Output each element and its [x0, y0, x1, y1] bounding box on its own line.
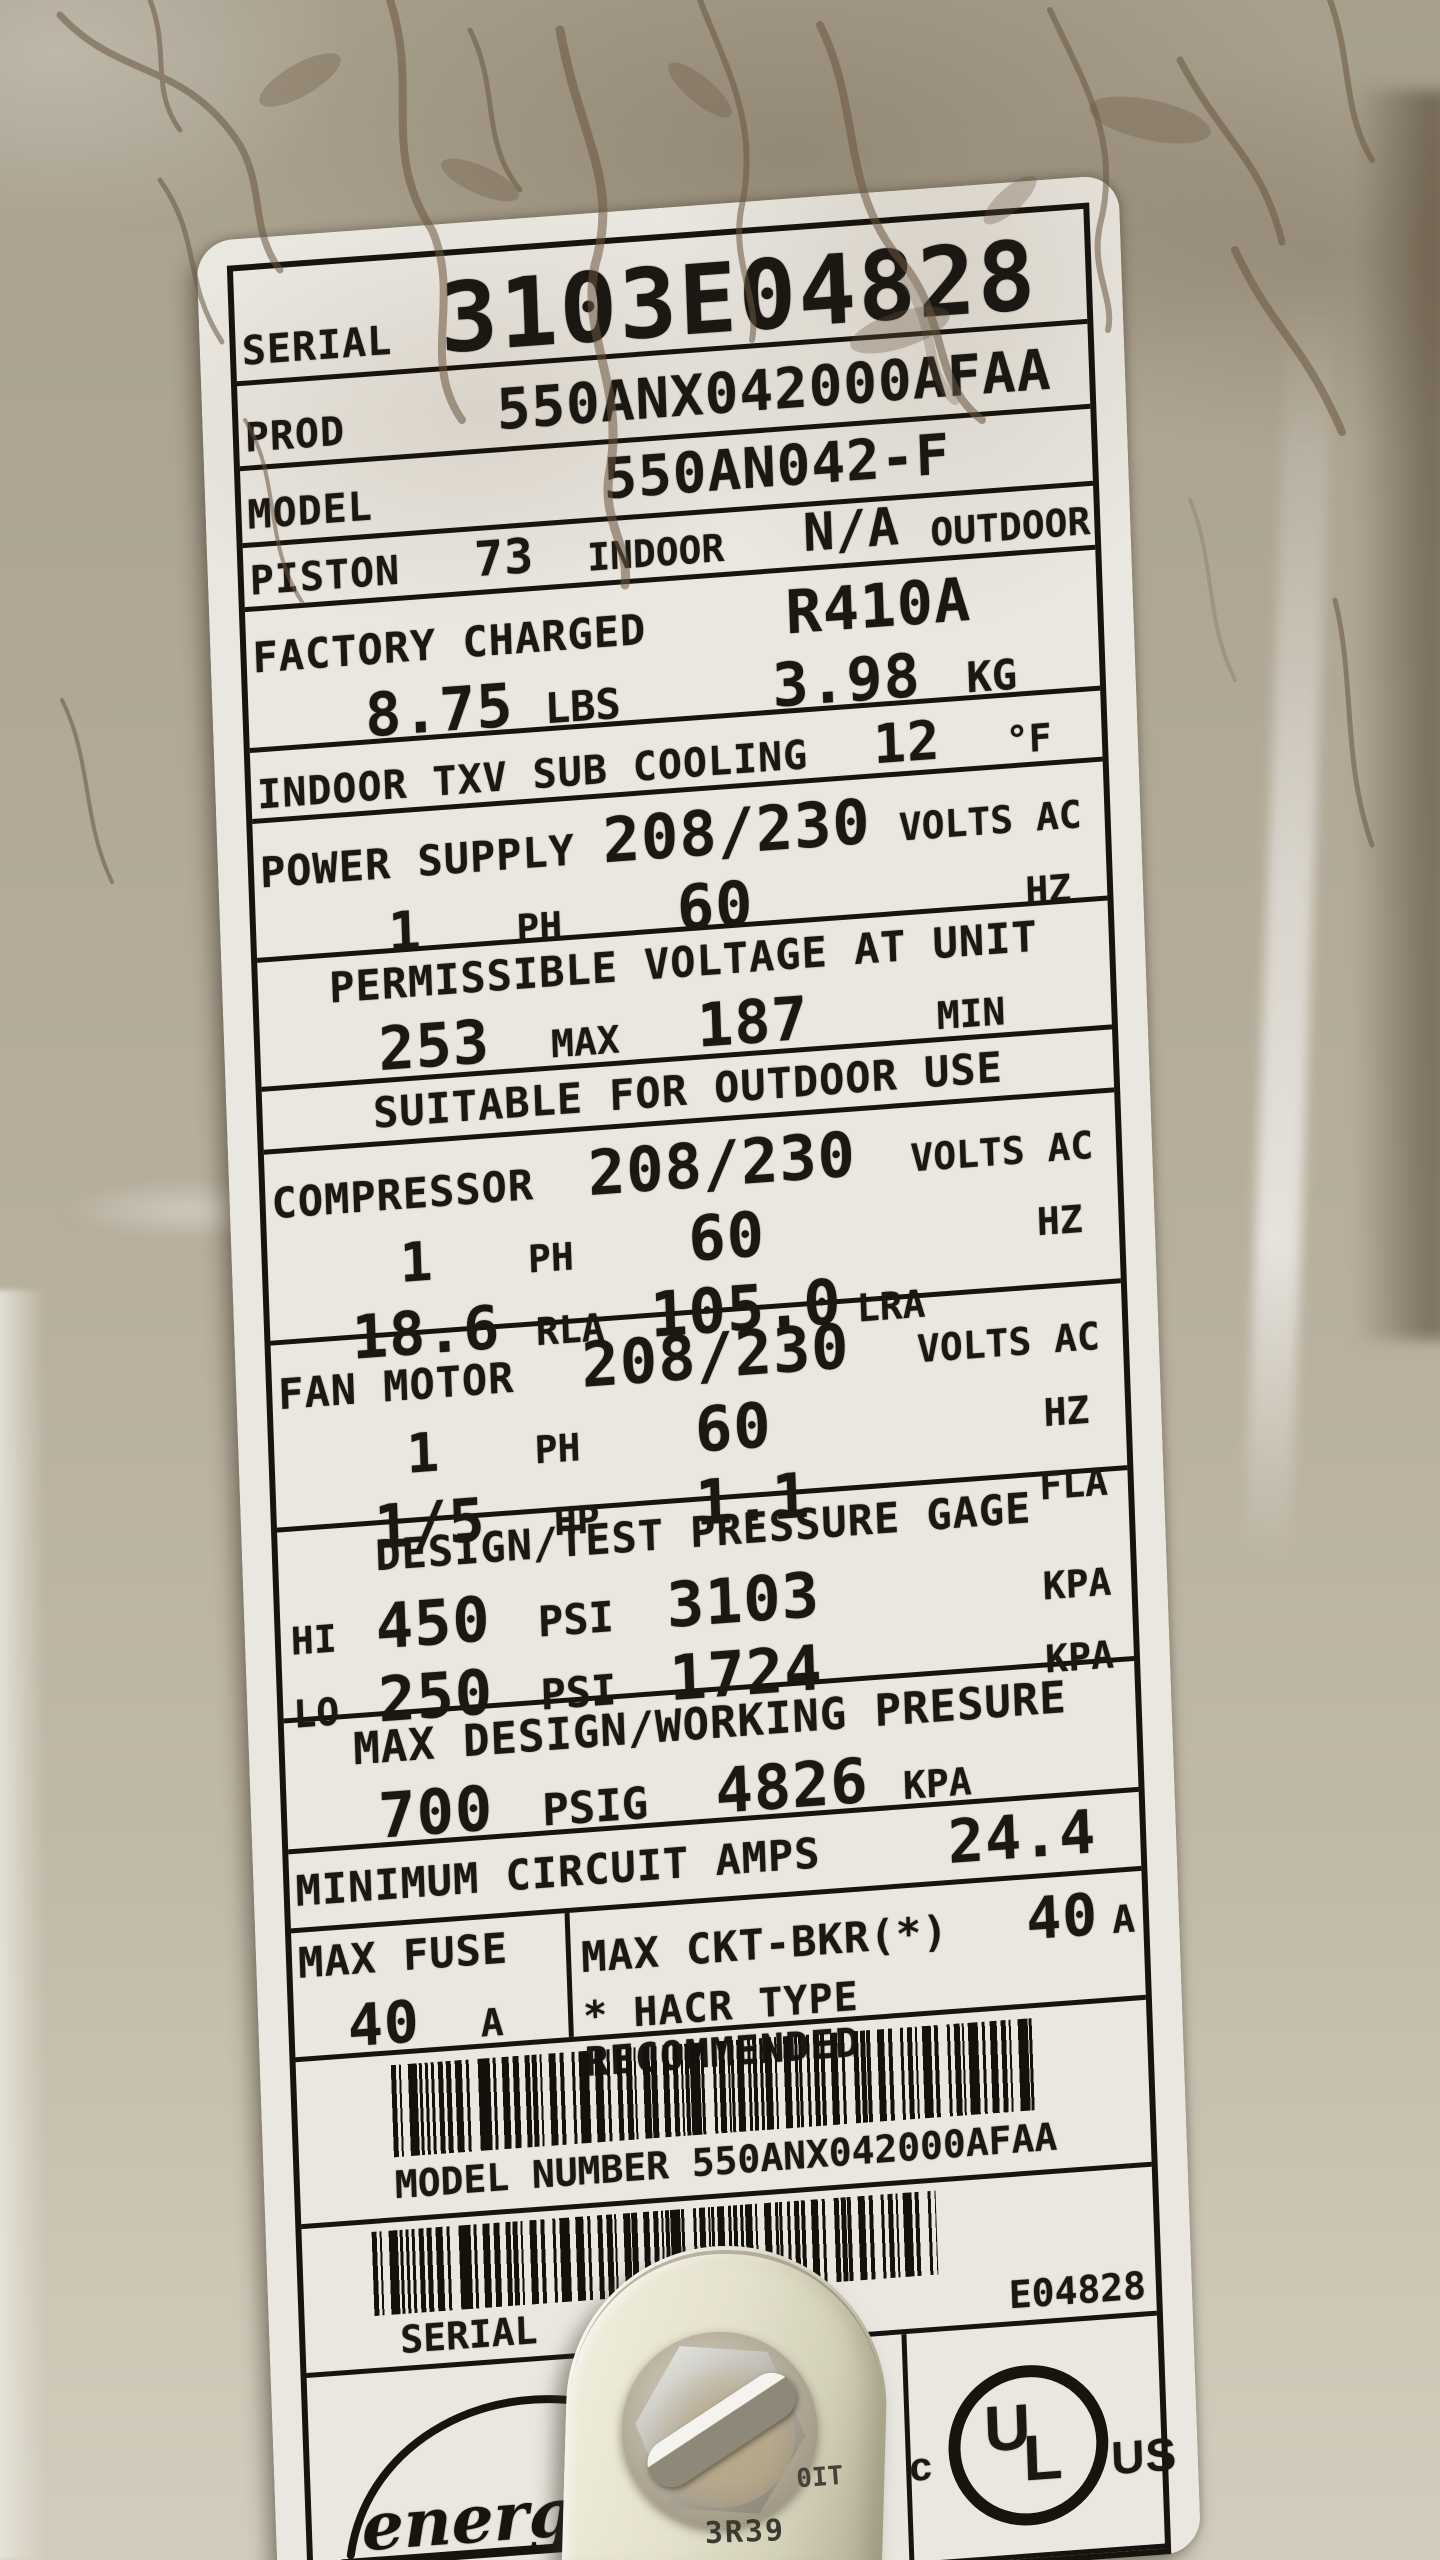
pressure-hi-label: HI [290, 1616, 338, 1664]
max-fuse-label: MAX FUSE [297, 1923, 509, 1988]
serial-barcode-caption-left: SERIAL [399, 2308, 539, 2363]
fan-motor-phase-unit: PH [533, 1425, 582, 1473]
power-supply-volts-unit: VOLTS AC [898, 792, 1083, 850]
piston-label: PISTON [249, 547, 401, 605]
subcooling-unit: °F [1005, 715, 1053, 763]
serial-label: SERIAL [241, 317, 393, 375]
piston-outdoor-label: OUTDOOR [929, 499, 1092, 555]
ul-listed-logo: U L [946, 2359, 1112, 2532]
nameplate-sticker: SERIAL 3103E04828 PROD 550ANX042000AFAA … [196, 174, 1202, 2560]
clip-marking-partial: 0IT [795, 2460, 845, 2495]
voltage-max-value: 253 [377, 1007, 491, 1086]
fan-motor-hz: 60 [693, 1388, 773, 1467]
ckt-bkr-unit: A [1111, 1896, 1136, 1943]
voltage-max-label: MAX [550, 1017, 621, 1067]
panel-right-shadow [1355, 90, 1440, 1340]
piston-indoor-value: 73 [473, 527, 536, 589]
max-fuse-cell: MAX FUSE 40 A [291, 1912, 574, 2061]
max-fuse-value: 40 [346, 1987, 421, 2061]
pressure-psi-unit: PSI [537, 1592, 615, 1647]
ckt-bkr-value: 40 [1025, 1880, 1100, 1954]
ul-letter-l: L [1021, 2419, 1064, 2495]
piston-outdoor-value: N/A [802, 496, 901, 565]
compressor-hz: 60 [687, 1197, 767, 1276]
ul-c-mark: c [908, 2444, 933, 2491]
ul-cell: c U L US [907, 2316, 1178, 2560]
subcooling-value: 12 [872, 708, 942, 777]
piston-indoor-label: INDOOR [586, 525, 726, 580]
compressor-phase: 1 [398, 1229, 435, 1296]
ul-us-mark: US [1110, 2427, 1178, 2485]
fan-motor-volts-unit: VOLTS AC [916, 1313, 1101, 1372]
model-label: MODEL [246, 483, 374, 539]
clip-marking: 3R39 [704, 2512, 786, 2552]
panel-left-highlight [0, 1290, 46, 2560]
max-fuse-unit: A [479, 1999, 505, 2046]
fan-motor-phase: 1 [405, 1420, 442, 1486]
compressor-phase-unit: PH [527, 1234, 575, 1282]
pressure-hi-psi: 450 [374, 1582, 492, 1664]
panel-gloss-streak [1244, 299, 1334, 1561]
prod-label: PROD [244, 408, 346, 462]
serial-barcode-caption-right: E04828 [1008, 2263, 1147, 2318]
compressor-volts-unit: VOLTS AC [909, 1123, 1094, 1181]
nameplate-table: SERIAL 3103E04828 PROD 550ANX042000AFAA … [226, 202, 1178, 2560]
nameplate-paper: SERIAL 3103E04828 PROD 550ANX042000AFAA … [196, 174, 1202, 2560]
